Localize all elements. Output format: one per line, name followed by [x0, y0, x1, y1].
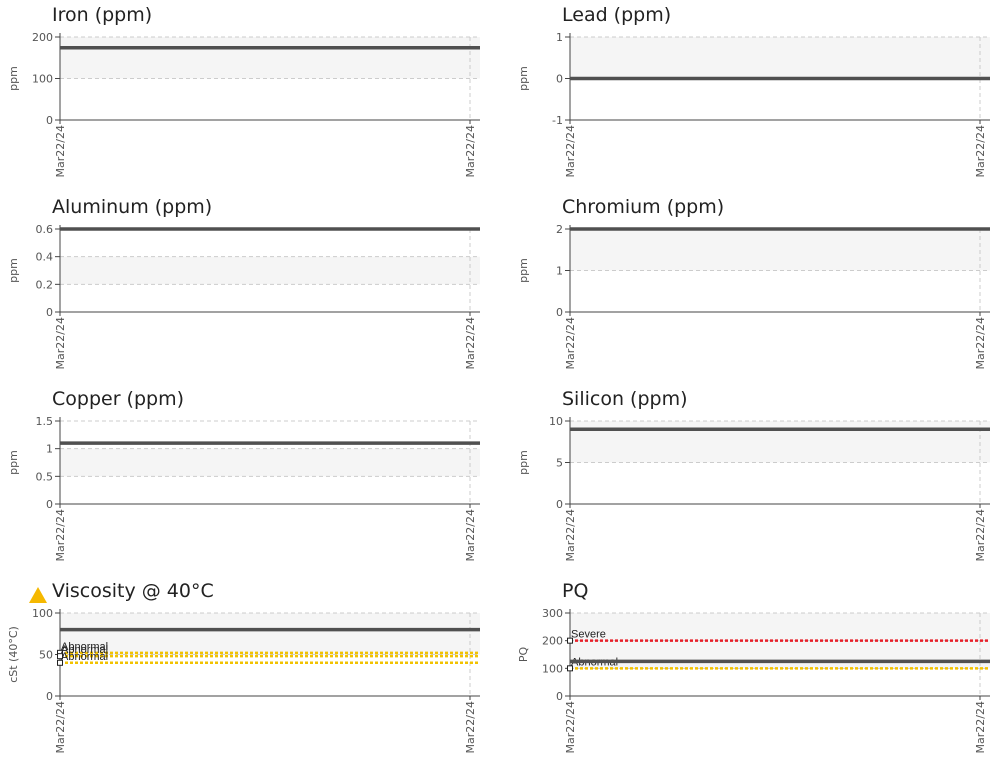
chart-plot: 1.5 1 0.5 0 ppm Mar22/24 Mar22/24	[0, 384, 490, 574]
y-tick-label: 0	[556, 306, 563, 319]
y-tick-label: 50	[39, 649, 53, 662]
y-tick-label: 0	[556, 498, 563, 511]
x-tick-label: Mar22/24	[974, 125, 987, 177]
x-tick-label: Mar22/24	[564, 509, 577, 561]
normal-range-band	[570, 37, 990, 79]
y-axis-label: ppm	[7, 258, 20, 283]
x-tick-label: Mar22/24	[54, 701, 67, 753]
y-tick-label: 0	[46, 306, 53, 319]
x-tick-label: Mar22/24	[564, 125, 577, 177]
x-tick-label: Mar22/24	[564, 317, 577, 369]
y-tick-label: 0.6	[36, 223, 54, 236]
y-axis-label: cSt (40°C)	[7, 626, 20, 683]
y-tick-label: 200	[542, 635, 563, 648]
y-axis-label: ppm	[517, 450, 530, 475]
x-tick-label: Mar22/24	[464, 317, 477, 369]
normal-range-band	[570, 229, 990, 271]
y-axis-label: PQ	[517, 647, 530, 663]
y-tick-label: 10	[549, 415, 563, 428]
y-tick-label: 0	[46, 498, 53, 511]
y-axis-label: ppm	[517, 66, 530, 91]
y-axis-label: ppm	[7, 66, 20, 91]
y-tick-label: 0.2	[36, 278, 54, 291]
x-tick-label: Mar22/24	[974, 701, 987, 753]
x-tick-label: Mar22/24	[464, 509, 477, 561]
limit-label: Abnormal	[61, 651, 108, 663]
x-tick-label: Mar22/24	[564, 701, 577, 753]
x-tick-label: Mar22/24	[54, 125, 67, 177]
x-tick-label: Mar22/24	[54, 317, 67, 369]
chart-plot: 0.6 0.4 0.2 0 ppm Mar22/24 Mar22/24	[0, 192, 490, 382]
normal-range-band	[60, 613, 480, 655]
y-tick-label: 100	[542, 662, 563, 675]
y-tick-label: 300	[542, 607, 563, 620]
y-tick-label: 200	[32, 31, 53, 44]
y-tick-label: -1	[552, 114, 563, 127]
normal-range-band	[60, 257, 480, 285]
y-tick-label: 0	[46, 690, 53, 703]
y-tick-label: 2	[556, 223, 563, 236]
y-axis-label: ppm	[517, 258, 530, 283]
y-tick-label: 0.4	[36, 251, 54, 264]
limit-label: Severe	[571, 629, 606, 641]
x-tick-label: Mar22/24	[464, 125, 477, 177]
y-tick-label: 0	[556, 73, 563, 86]
chart-plot: 200 100 0 ppm Mar22/24 Mar22/24	[0, 0, 490, 190]
chart-plot: 2 1 0 ppm Mar22/24 Mar22/24	[510, 192, 1000, 382]
x-tick-label: Mar22/24	[974, 509, 987, 561]
y-tick-label: 1	[46, 443, 53, 456]
normal-range-band	[60, 449, 480, 477]
y-tick-label: 0	[556, 690, 563, 703]
chart-plot: 1 0 -1 ppm Mar22/24 Mar22/24	[510, 0, 1000, 190]
normal-range-band	[60, 37, 480, 79]
y-axis-label: ppm	[7, 450, 20, 475]
y-tick-label: 0.5	[36, 470, 54, 483]
y-tick-label: 1	[556, 265, 563, 278]
chart-plot: 100 50 0 cSt (40°C) Mar22/24 Mar22/24 Abnormal…	[0, 576, 490, 766]
normal-range-band	[570, 421, 990, 463]
x-tick-label: Mar22/24	[464, 701, 477, 753]
y-tick-label: 100	[32, 73, 53, 86]
y-tick-label: 100	[32, 607, 53, 620]
y-tick-label: 0	[46, 114, 53, 127]
y-tick-label: 1	[556, 31, 563, 44]
x-tick-label: Mar22/24	[974, 317, 987, 369]
chart-plot: 10 5 0 ppm Mar22/24 Mar22/24	[510, 384, 1000, 574]
y-tick-label: 5	[556, 457, 563, 470]
y-tick-label: 1.5	[36, 415, 54, 428]
x-tick-label: Mar22/24	[54, 509, 67, 561]
